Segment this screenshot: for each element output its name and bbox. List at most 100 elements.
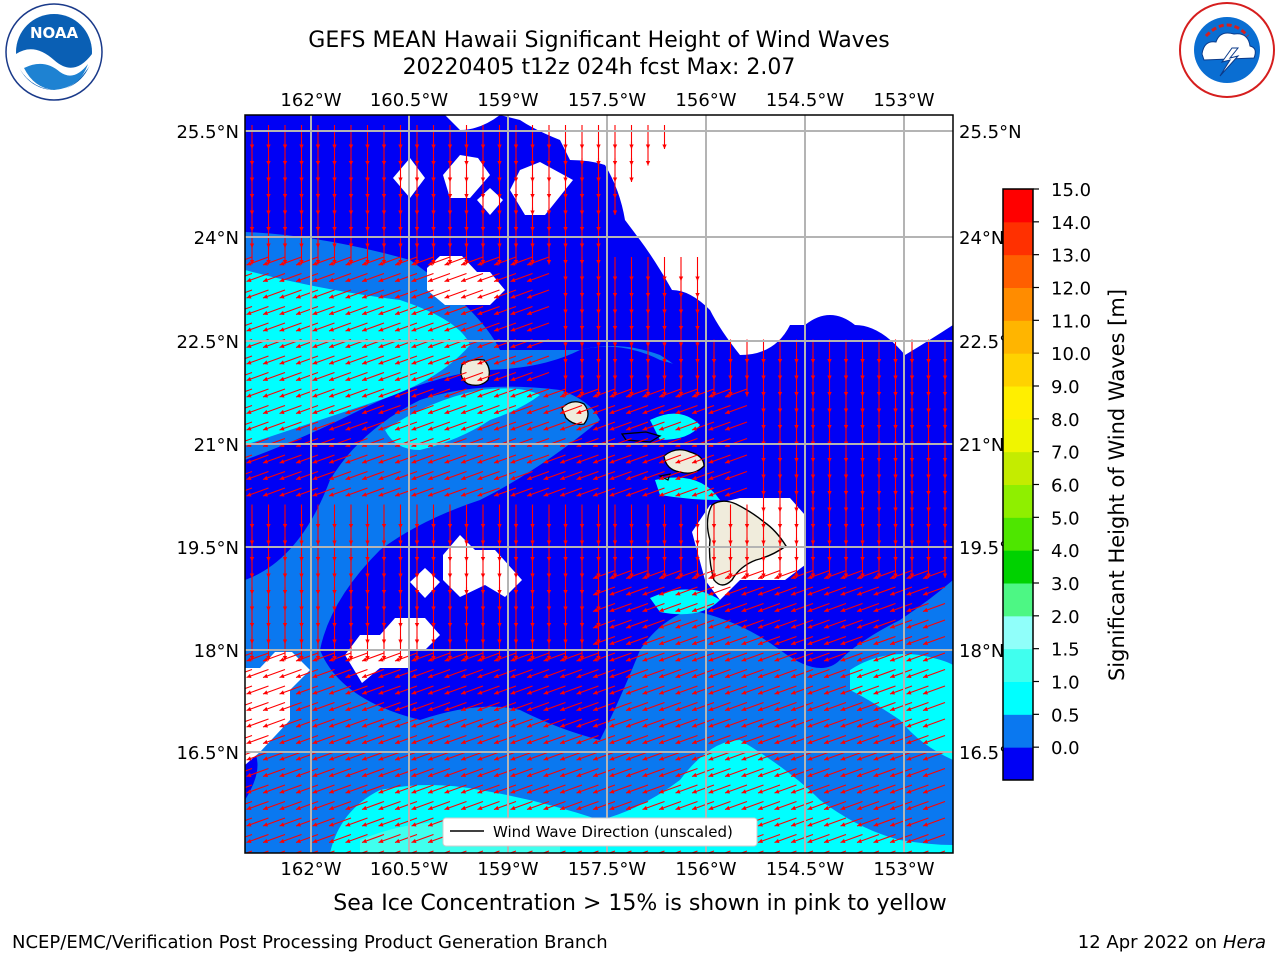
wave-arrow-head — [263, 690, 268, 695]
wave-arrow-head — [791, 772, 796, 778]
wave-arrow-head — [296, 261, 301, 266]
colorbar-tick-label: 13.0 — [1051, 246, 1091, 267]
wave-arrow-head — [659, 756, 664, 761]
wave-arrow-head — [642, 409, 648, 415]
wave-arrow-head — [279, 294, 285, 299]
wave-arrow-head — [576, 657, 582, 662]
wave-arrow-head — [527, 376, 532, 382]
wave-arrow-head — [609, 723, 615, 728]
wave-arrow — [245, 701, 253, 706]
wave-arrow — [245, 668, 253, 673]
wave-arrow-head — [444, 739, 450, 745]
wave-arrow-head — [609, 475, 615, 481]
wave-arrow-head — [612, 391, 618, 397]
wave-arrow-head — [247, 855, 252, 859]
wave-arrow-head — [642, 607, 648, 613]
wave-arrow-head — [807, 706, 813, 712]
wave-arrow-head — [692, 607, 697, 613]
wave-arrow-head — [675, 657, 681, 662]
wave-arrow-head — [527, 277, 532, 283]
wave-arrow-head — [774, 723, 780, 728]
wave-arrow-head — [543, 706, 549, 712]
wave-arrow-head — [329, 409, 334, 415]
lat-label-right: 24°N — [959, 228, 1004, 249]
wave-arrow-head — [461, 706, 466, 712]
wave-arrow-head — [510, 706, 516, 712]
wave-arrow-head — [411, 310, 417, 316]
wave-arrow-head — [758, 574, 763, 580]
wave-arrow-head — [890, 805, 895, 811]
wave-arrow-head — [543, 772, 549, 778]
wave-arrow-head — [477, 393, 483, 398]
wave-arrow — [245, 371, 253, 376]
wave-arrow-head — [725, 574, 730, 580]
wave-arrow-head — [543, 805, 549, 811]
wave-arrow-head — [843, 573, 849, 578]
wave-arrow-head — [662, 573, 667, 578]
map-legend: Wind Wave Direction (unscaled) — [442, 817, 758, 847]
wave-arrow — [245, 817, 253, 822]
wave-arrow-head — [395, 277, 400, 283]
wave-arrow-head — [395, 393, 400, 398]
wave-arrow-head — [791, 640, 796, 646]
wave-arrow-head — [807, 772, 813, 778]
wave-arrow-head — [362, 772, 367, 778]
wave-arrow-head — [312, 723, 318, 728]
wave-arrow-head — [263, 772, 268, 778]
wave-arrow-head — [428, 409, 433, 415]
wave-arrow-head — [791, 789, 796, 794]
wave-arrow-head — [263, 838, 268, 844]
wave-arrow-head — [708, 624, 714, 629]
wave-arrow — [245, 454, 253, 459]
wave-arrow-head — [480, 655, 486, 661]
wave-arrow-head — [345, 426, 351, 431]
wave-arrow-head — [758, 607, 763, 613]
wave-arrow-head — [593, 607, 598, 613]
wave-arrow-head — [246, 723, 252, 728]
wave-arrow-head — [791, 690, 796, 695]
wave-arrow-head — [230, 789, 235, 793]
wave-arrow-head — [395, 673, 400, 679]
wave-arrow-head — [593, 426, 598, 431]
wave-arrow-head — [645, 573, 651, 578]
wave-arrow-head — [494, 310, 499, 316]
wave-arrow-head — [923, 574, 928, 580]
wave-arrow-head — [296, 459, 301, 464]
wave-arrow-head — [329, 459, 334, 464]
lat-label-left: 19.5°N — [176, 538, 239, 559]
wave-arrow-head — [543, 690, 549, 695]
wave-arrow-head — [461, 294, 466, 299]
wave-arrow-head — [873, 772, 879, 778]
wave-arrow-head — [824, 690, 829, 695]
wave-arrow-head — [758, 657, 763, 662]
wave-arrow-head — [774, 574, 780, 580]
wave-arrow-head — [708, 607, 714, 613]
wave-arrow-head — [395, 261, 400, 266]
wave-arrow-head — [675, 591, 681, 596]
wave-arrow-head — [346, 855, 351, 859]
wave-arrow-head — [576, 723, 582, 728]
wave-arrow-head — [873, 690, 879, 695]
wave-arrow-head — [444, 756, 450, 761]
lat-label-left: 22.5°N — [176, 332, 239, 353]
wave-arrow-head — [362, 426, 367, 431]
wave-arrow-head — [266, 259, 271, 265]
wave-arrow-head — [741, 673, 747, 679]
wave-arrow-head — [807, 723, 813, 728]
wave-arrow-head — [411, 459, 417, 464]
wave-arrow-head — [675, 393, 681, 398]
wave-arrow-head — [758, 706, 763, 712]
colorbar-segment — [1003, 747, 1033, 781]
wave-arrow-head — [345, 277, 351, 283]
wave-arrow-head — [890, 690, 895, 695]
wave-arrow-head — [332, 259, 337, 265]
colorbar-tick-label: 11.0 — [1051, 311, 1091, 332]
wave-arrow-head — [807, 574, 813, 580]
wave-arrow-head — [444, 492, 450, 497]
wave-arrow-head — [659, 706, 664, 712]
lon-label-bottom: 162°W — [280, 859, 341, 880]
wave-arrow-head — [296, 822, 301, 827]
colorbar-segment — [1003, 254, 1033, 288]
wave-arrow-head — [230, 294, 235, 298]
wave-arrow-head — [362, 838, 367, 844]
